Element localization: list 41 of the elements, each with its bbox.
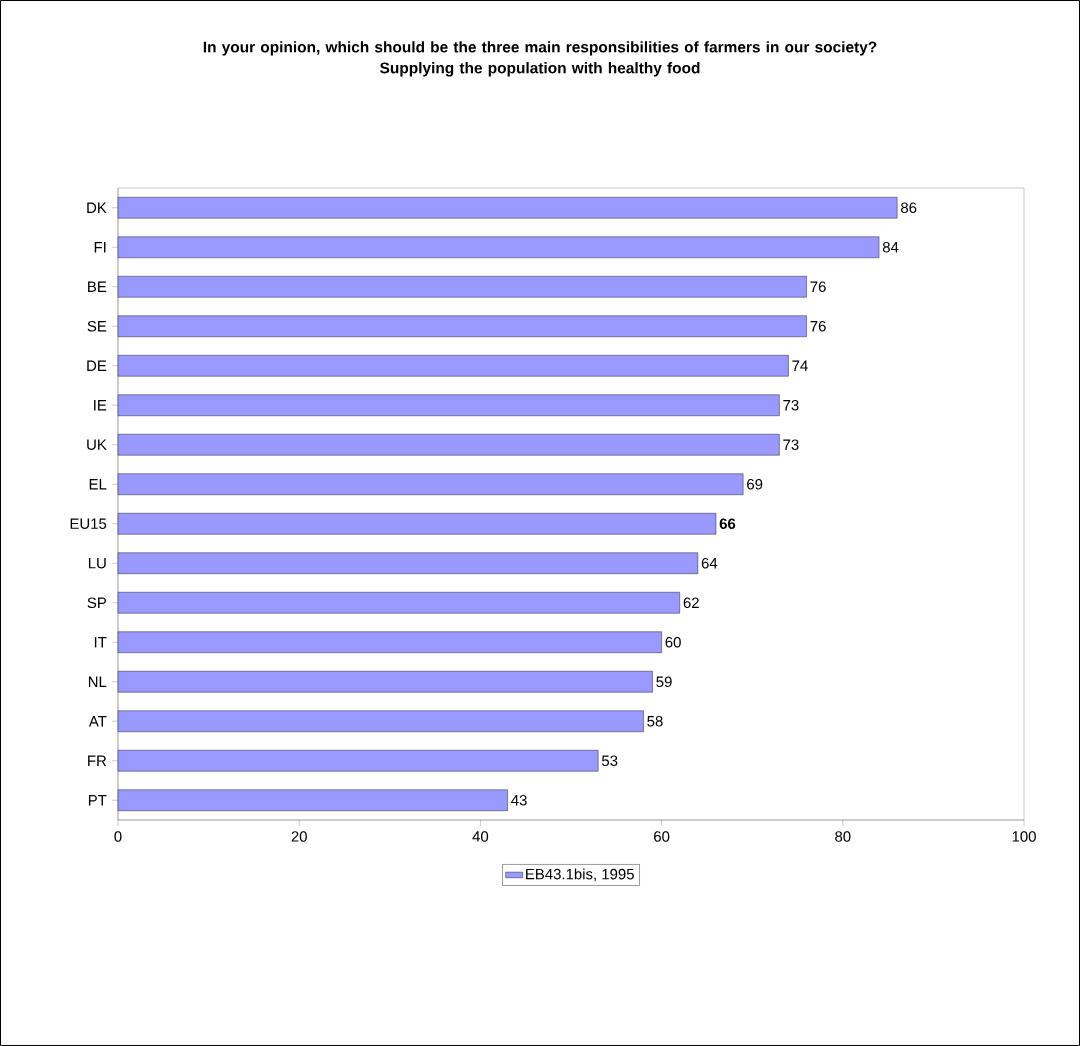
- data-label: 76: [810, 281, 826, 293]
- data-label: 62: [683, 597, 699, 609]
- data-label: 58: [647, 715, 663, 727]
- y-tick-label: AT: [88, 716, 107, 727]
- chart-title: In your opinion, which should be the three main responsibilities of farmers in our society?: [203, 41, 877, 56]
- data-label: 64: [701, 557, 718, 569]
- y-tick-label: SE: [87, 320, 107, 332]
- y-tick-label: SP: [87, 597, 107, 609]
- y-tick-label: NL: [88, 676, 107, 687]
- y-tick-label: EL: [89, 479, 107, 490]
- x-tick-label: 40: [472, 831, 489, 842]
- data-label: 59: [656, 676, 672, 688]
- data-label: 66: [719, 518, 736, 530]
- y-tick-label: FR: [88, 755, 107, 766]
- x-tick-label: 80: [835, 831, 851, 842]
- chart-subtitle: Supplying the population with healthy food: [380, 62, 700, 77]
- data-label: 43: [511, 794, 527, 806]
- data-label: 73: [783, 439, 799, 451]
- data-label: 53: [601, 755, 618, 767]
- y-tick-label: BE: [88, 281, 107, 292]
- y-tick-label: PT: [88, 795, 107, 806]
- y-tick-label: DK: [87, 202, 107, 213]
- y-tick-label: IT: [94, 637, 107, 648]
- x-tick-label: 20: [291, 831, 307, 842]
- x-tick-label: 0: [114, 831, 122, 842]
- data-label: 86: [901, 202, 917, 214]
- y-tick-label: FI: [94, 242, 106, 253]
- y-tick-label: DE: [87, 360, 107, 371]
- data-label: 76: [810, 320, 826, 332]
- data-label: 73: [783, 399, 799, 411]
- data-label: 74: [792, 360, 808, 371]
- y-tick-label: LU: [88, 558, 106, 569]
- x-tick-label: 100: [1012, 831, 1036, 842]
- data-label: 84: [882, 241, 899, 253]
- legend-label: EB43.1bis, 1995: [526, 868, 634, 882]
- y-tick-label: UK: [87, 439, 107, 450]
- data-label: 60: [665, 636, 681, 648]
- data-label: 69: [747, 478, 763, 490]
- x-tick-label: 60: [654, 831, 670, 842]
- y-tick-label: EU15: [70, 518, 107, 529]
- y-tick-label: IE: [94, 400, 107, 411]
